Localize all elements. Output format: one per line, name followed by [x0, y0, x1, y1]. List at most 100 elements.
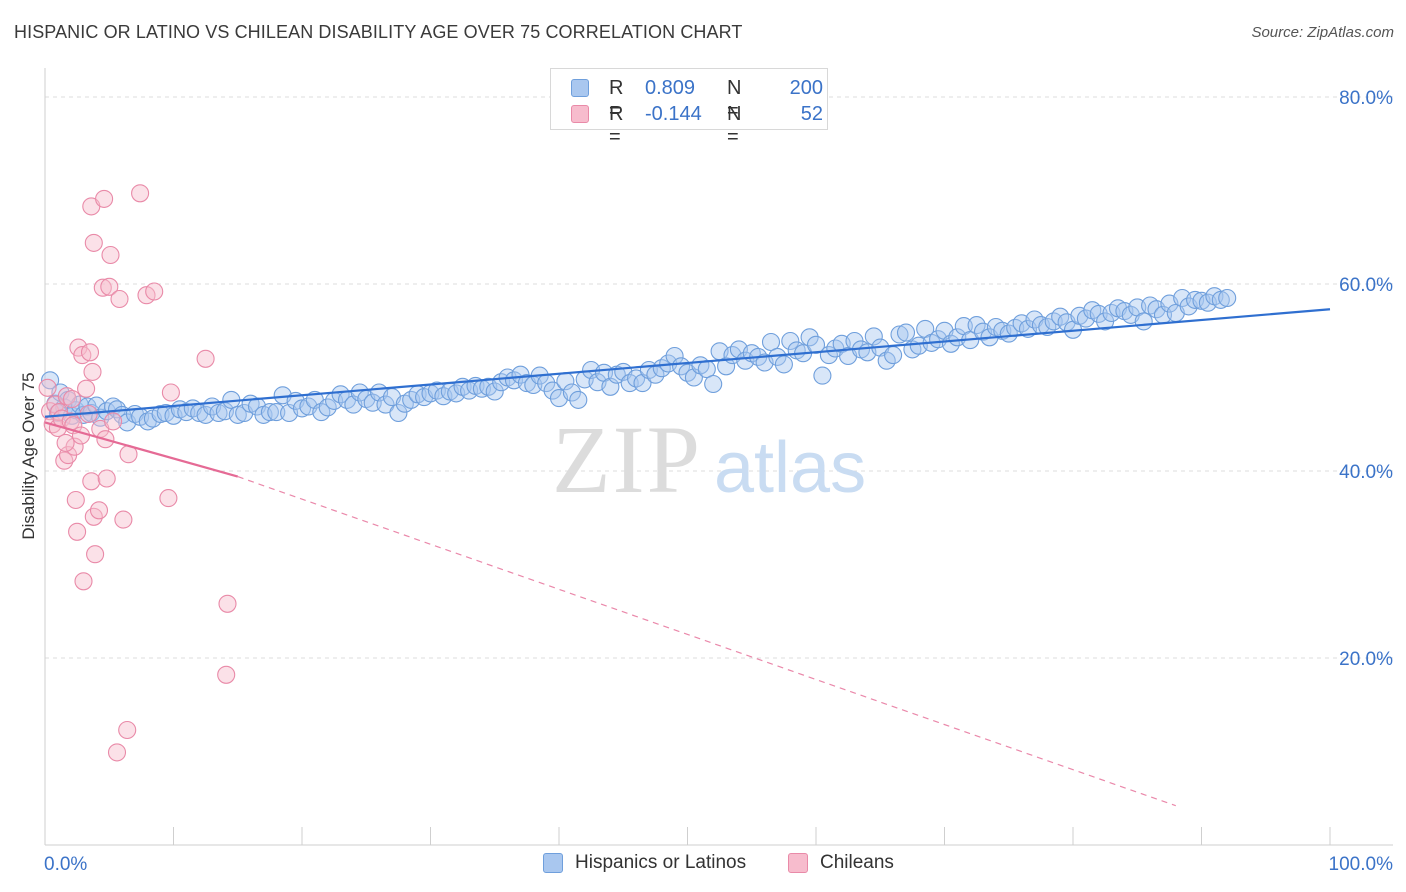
data-point	[292, 399, 312, 418]
series-chileans-points	[38, 184, 237, 762]
data-point	[114, 510, 133, 529]
trend-line-chileans-extension	[237, 476, 1176, 807]
data-point	[104, 412, 123, 431]
data-point	[218, 594, 237, 613]
data-point	[774, 355, 793, 374]
legend-r-value: -0.144	[645, 103, 702, 125]
data-point	[95, 189, 114, 208]
axes-layer	[44, 68, 1393, 846]
data-point	[1089, 304, 1108, 323]
data-point	[967, 316, 986, 335]
data-point	[569, 390, 588, 409]
watermark-atlas: atlas	[714, 428, 866, 508]
data-point	[217, 665, 236, 684]
data-point	[65, 437, 84, 456]
data-point	[485, 382, 504, 401]
data-point	[896, 323, 916, 342]
y-tick-label: 60.0%	[1339, 275, 1393, 296]
data-point	[97, 469, 116, 488]
data-point	[318, 398, 337, 417]
data-point	[107, 743, 127, 762]
legend-swatch-hispanics	[571, 79, 589, 97]
legend-n-label: N =	[727, 77, 742, 122]
series-hispanics-points	[41, 287, 1237, 432]
data-point	[57, 387, 76, 406]
bottom-legend-swatch-hispanics	[543, 853, 563, 873]
data-point	[781, 331, 800, 351]
trend-line-chileans	[44, 421, 239, 478]
data-point	[86, 545, 105, 564]
data-point	[562, 383, 581, 402]
data-point	[56, 433, 75, 452]
y-tick-label: 40.0%	[1339, 462, 1393, 483]
data-point	[704, 374, 723, 394]
legend-n-label: N =	[727, 103, 742, 148]
data-point	[627, 369, 646, 388]
data-point	[83, 362, 102, 381]
data-point	[89, 501, 109, 520]
data-point	[543, 381, 562, 400]
legend-r-label: R =	[609, 77, 624, 122]
y-axis-title: Disability Age Over 75	[19, 372, 38, 539]
data-point	[74, 572, 93, 591]
data-point	[82, 472, 101, 491]
data-point	[717, 357, 736, 376]
chart-title: HISPANIC OR LATINO VS CHILEAN DISABILITY…	[14, 22, 743, 42]
watermark-zip: ZIP	[552, 406, 702, 513]
data-point	[38, 378, 57, 397]
data-point	[41, 371, 60, 390]
data-point	[1211, 290, 1230, 309]
data-point	[80, 343, 100, 362]
data-point	[93, 278, 112, 297]
data-point	[196, 349, 215, 368]
y-tick-label: 80.0%	[1339, 88, 1393, 109]
data-point	[813, 366, 832, 385]
data-point	[77, 379, 96, 398]
data-point	[267, 403, 286, 422]
trend-lines	[44, 308, 1331, 807]
data-point	[209, 403, 228, 423]
data-point	[389, 403, 408, 423]
data-point	[131, 184, 150, 203]
data-point	[228, 405, 247, 424]
data-point	[110, 289, 129, 309]
x-tick-label-max: 100.0%	[1329, 854, 1394, 875]
data-point	[71, 426, 91, 445]
data-point	[84, 233, 103, 252]
data-point	[159, 489, 178, 508]
data-point	[800, 328, 819, 347]
data-point	[1134, 312, 1153, 331]
correlation-legend: R = 0.809 N = 200 R = -0.144 N = 52	[550, 68, 828, 148]
data-point	[672, 357, 691, 376]
data-point	[260, 403, 279, 422]
data-point	[884, 346, 903, 365]
data-point	[890, 325, 909, 344]
legend-n-value: 200	[789, 77, 823, 99]
data-point	[620, 374, 639, 393]
legend-swatch-chileans	[571, 105, 589, 123]
data-point	[864, 327, 883, 346]
axis-labels: 20.0% 40.0% 60.0% 80.0% 0.0% 100.0% Disability…	[19, 88, 1393, 875]
data-point	[66, 490, 85, 510]
data-point	[68, 522, 87, 541]
data-point	[633, 374, 652, 393]
source-label: Source: ZipAtlas.com	[1251, 24, 1394, 41]
data-point	[101, 245, 120, 265]
bottom-legend-label-chileans: Chileans	[820, 852, 894, 873]
x-tick-label-min: 0.0%	[44, 854, 87, 875]
data-point	[376, 395, 395, 414]
data-point	[62, 389, 82, 409]
watermark: ZIP atlas	[552, 406, 866, 513]
bottom-legend-swatch-chileans	[788, 853, 808, 873]
y-tick-label: 20.0%	[1339, 649, 1393, 670]
legend-r-label: R =	[609, 103, 624, 148]
grid-layer	[45, 96, 1393, 659]
data-point	[761, 332, 781, 352]
data-point	[145, 282, 164, 301]
data-point	[350, 383, 369, 402]
data-point	[118, 720, 137, 740]
data-point	[161, 383, 180, 402]
bottom-legend-label-hispanics: Hispanics or Latinos	[575, 852, 747, 873]
data-point	[312, 403, 331, 422]
